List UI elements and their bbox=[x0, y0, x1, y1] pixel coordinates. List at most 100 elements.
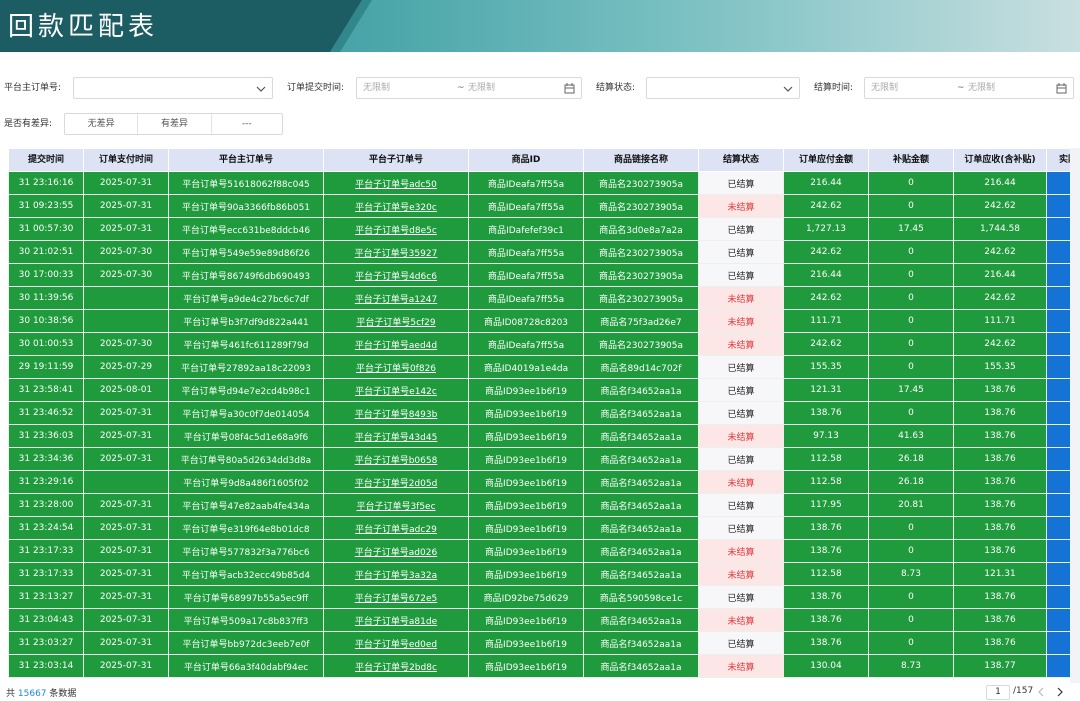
table-cell: 30 17:00:33 bbox=[8, 263, 84, 287]
table-cell: 31 23:17:33 bbox=[8, 562, 84, 586]
sub-order-link[interactable]: 平台子订单号3f5ec bbox=[323, 493, 469, 517]
table-cell: 商品ID93ee1b6f19 bbox=[468, 447, 584, 471]
sub-order-link[interactable]: 平台子订单号3a32a bbox=[323, 562, 469, 586]
table-cell: 商品名230273905a bbox=[583, 240, 699, 264]
page-input[interactable]: 1 bbox=[986, 685, 1010, 700]
table-cell: 26.18 bbox=[868, 470, 954, 494]
toggle-option[interactable]: --- bbox=[241, 119, 252, 129]
sub-order-link[interactable]: 平台子订单号ad026 bbox=[323, 539, 469, 563]
table-cell: 商品ID08728c8203 bbox=[468, 309, 584, 333]
table-cell: 31 23:46:52 bbox=[8, 401, 84, 425]
table-cell: 商品ID93ee1b6f19 bbox=[468, 401, 584, 425]
status-cell: 已结算 bbox=[698, 240, 784, 264]
table-cell: 112.58 bbox=[1046, 562, 1070, 586]
status-cell: 未结算 bbox=[698, 562, 784, 586]
table-cell: 111.71 bbox=[953, 309, 1047, 333]
status-cell: 未结算 bbox=[698, 424, 784, 448]
table-cell: 242.62 bbox=[953, 194, 1047, 218]
sub-order-link[interactable]: 平台子订单号a1247 bbox=[323, 286, 469, 310]
table-cell: 138.76 bbox=[953, 447, 1047, 471]
table-row: 31 23:24:54 2025-07-31 平台订单号e319f64e8b01dc… bbox=[8, 516, 1070, 540]
table-cell: 2025-07-31 bbox=[83, 539, 169, 563]
table-cell: 31 09:23:55 bbox=[8, 194, 84, 218]
sub-order-link[interactable]: 平台子订单号adc50 bbox=[323, 171, 469, 195]
total-count: 共 15667 条数据 bbox=[6, 686, 76, 699]
sub-order-link[interactable]: 平台子订单号a81de bbox=[323, 608, 469, 632]
table-cell: 138.76 bbox=[783, 608, 869, 632]
table-cell: 平台订单号b3f7df9d822a441 bbox=[168, 309, 324, 333]
table-cell: 216.44 bbox=[953, 171, 1047, 195]
sub-order-link[interactable]: 平台子订单号8493b bbox=[323, 401, 469, 425]
settle-time-range[interactable]: 无限制 ~ 无限制 bbox=[864, 77, 1074, 99]
table-row: 30 21:02:51 2025-07-30 平台订单号549e59e89d86f2… bbox=[8, 240, 1070, 264]
table-cell: 0 bbox=[868, 608, 954, 632]
column-header: 平台主订单号 bbox=[168, 148, 324, 172]
table-cell: 242.62 bbox=[1046, 332, 1070, 356]
toggle-option[interactable]: 有差异 bbox=[138, 114, 212, 134]
status-cell: 已结算 bbox=[698, 631, 784, 655]
sub-order-link[interactable]: 平台子订单号ed0ed bbox=[323, 631, 469, 655]
scrollbar[interactable] bbox=[1070, 148, 1080, 683]
table-cell: 2025-07-31 bbox=[83, 401, 169, 425]
table-cell: 138.76 bbox=[953, 401, 1047, 425]
table-cell: 31 23:13:27 bbox=[8, 585, 84, 609]
table-cell: 2025-07-31 bbox=[83, 654, 169, 678]
next-page[interactable] bbox=[1055, 686, 1065, 698]
table-cell: 0 bbox=[868, 401, 954, 425]
sub-order-link[interactable]: 平台子订单号4d6c6 bbox=[323, 263, 469, 287]
table-cell: 26.18 bbox=[868, 447, 954, 471]
sub-order-link[interactable]: 平台子订单号5cf29 bbox=[323, 309, 469, 333]
status-cell: 已结算 bbox=[698, 355, 784, 379]
table-cell: 138.76 bbox=[953, 631, 1047, 655]
range-end: 无限制 bbox=[968, 83, 996, 93]
main-order-select[interactable] bbox=[73, 77, 273, 99]
table-cell: 155.35 bbox=[953, 355, 1047, 379]
table-cell: 138.76 bbox=[783, 631, 869, 655]
table-cell: 2025-07-31 bbox=[83, 194, 169, 218]
table-cell bbox=[1046, 447, 1070, 471]
table-cell: 商品ID93ee1b6f19 bbox=[468, 378, 584, 402]
table-cell: 97.13 bbox=[783, 424, 869, 448]
table-row: 31 23:36:03 2025-07-31 平台订单号08f4c5d1e68a9f… bbox=[8, 424, 1070, 448]
sub-order-link[interactable]: 平台子订单号adc29 bbox=[323, 516, 469, 540]
table-cell: 0 bbox=[868, 585, 954, 609]
table-cell: 平台订单号e319f64e8b01dc8 bbox=[168, 516, 324, 540]
column-header: 商品ID bbox=[468, 148, 584, 172]
table-cell bbox=[1046, 470, 1070, 494]
table-cell: 商品名3d0e8a7a2a bbox=[583, 217, 699, 241]
table-cell: 2025-07-29 bbox=[83, 355, 169, 379]
table-cell: 商品ID93ee1b6f19 bbox=[468, 539, 584, 563]
settle-status-select[interactable] bbox=[646, 77, 800, 99]
table-cell: 8.73 bbox=[868, 654, 954, 678]
sub-order-link[interactable]: 平台子订单号672e5 bbox=[323, 585, 469, 609]
submit-time-range[interactable]: 无限制 ~ 无限制 bbox=[356, 77, 582, 99]
sub-order-link[interactable]: 平台子订单号43d45 bbox=[323, 424, 469, 448]
table-cell: 2025-07-31 bbox=[83, 516, 169, 540]
sub-order-link[interactable]: 平台子订单号d8e5c bbox=[323, 217, 469, 241]
table-cell: 商品IDeafa7ff55a bbox=[468, 240, 584, 264]
sub-order-link[interactable]: 平台子订单号2bd8c bbox=[323, 654, 469, 678]
status-cell: 已结算 bbox=[698, 447, 784, 471]
table-cell: 31 23:34:36 bbox=[8, 447, 84, 471]
toggle-option[interactable]: 无差异 bbox=[65, 114, 139, 134]
table-cell: 商品ID93ee1b6f19 bbox=[468, 470, 584, 494]
table-cell: 平台订单号47e82aab4fe434a bbox=[168, 493, 324, 517]
table-cell: 平台订单号9d8a486f1605f02 bbox=[168, 470, 324, 494]
table-cell: 商品名f34652aa1a bbox=[583, 470, 699, 494]
sub-order-link[interactable]: 平台子订单号2d05d bbox=[323, 470, 469, 494]
prev-page[interactable] bbox=[1036, 686, 1046, 698]
table-cell: 商品名230273905a bbox=[583, 171, 699, 195]
table-cell: 商品ID93ee1b6f19 bbox=[468, 424, 584, 448]
sub-order-link[interactable]: 平台子订单号aed4d bbox=[323, 332, 469, 356]
sub-order-link[interactable]: 平台子订单号0f826 bbox=[323, 355, 469, 379]
table-cell: 商品名f34652aa1a bbox=[583, 424, 699, 448]
sub-order-link[interactable]: 平台子订单号b0658 bbox=[323, 447, 469, 471]
sub-order-link[interactable]: 平台子订单号e320c bbox=[323, 194, 469, 218]
filter-label: 平台主订单号: bbox=[4, 83, 62, 93]
table-cell: 138.76 bbox=[953, 378, 1047, 402]
status-cell: 未结算 bbox=[698, 194, 784, 218]
sub-order-link[interactable]: 平台子订单号35927 bbox=[323, 240, 469, 264]
sub-order-link[interactable]: 平台子订单号e142c bbox=[323, 378, 469, 402]
table-cell: 商品名230273905a bbox=[583, 194, 699, 218]
table-cell bbox=[1046, 585, 1070, 609]
